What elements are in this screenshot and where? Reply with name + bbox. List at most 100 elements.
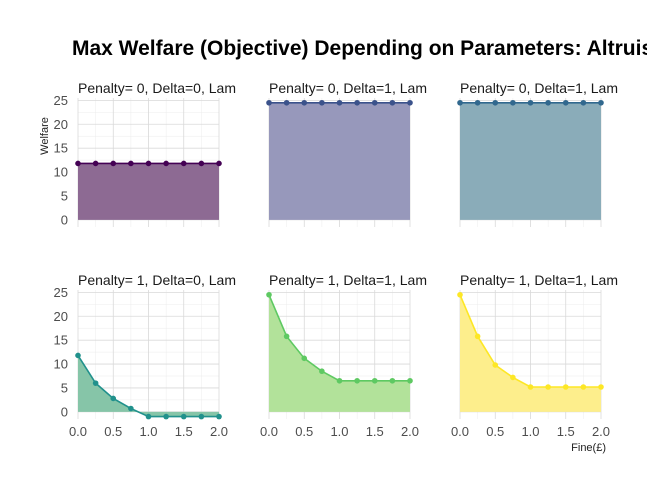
- facet-panel-5: Penalty= 1, Delta=1, Lam 0.0 0.5 1.0 1.5 2.0: [260, 272, 427, 439]
- x-tick-label: 1.0: [330, 424, 348, 439]
- x-tick-label: 0.0: [260, 424, 278, 439]
- facet-panel-6: Penalty= 1, Delta=1, Lam 0.0 0.5 1.0 1.5 2.0: [451, 272, 618, 439]
- data-point: [598, 99, 604, 106]
- data-point: [336, 377, 343, 384]
- data-point: [301, 99, 308, 106]
- data-point: [407, 377, 413, 384]
- data-point: [492, 99, 499, 106]
- facet-label-4: Penalty= 1, Delta=0, Lam: [78, 272, 236, 288]
- y-tick-label: 5: [61, 188, 68, 203]
- x-tick-label: 2.0: [592, 424, 610, 439]
- y-tick-label: 20: [54, 309, 68, 324]
- data-point: [145, 160, 152, 167]
- facet-panel-3: Penalty= 0, Delta=1, Lam: [457, 80, 618, 227]
- facet-label-3: Penalty= 0, Delta=1, Lam: [460, 80, 618, 96]
- y-axis-label: Welfare: [39, 117, 51, 155]
- x-tick-label: 0.0: [69, 424, 87, 439]
- data-point: [562, 384, 569, 390]
- data-point: [510, 99, 516, 106]
- series-area-3: [460, 102, 601, 220]
- data-point: [545, 384, 551, 390]
- x-tick-label: 1.0: [139, 424, 157, 439]
- facet-panel-1: Penalty= 0, Delta=0, Lam 0 5 10 15 20 25: [54, 80, 236, 227]
- panels: Penalty= 0, Delta=0, Lam0510152025Penalt…: [54, 80, 618, 439]
- data-point: [457, 291, 463, 298]
- facet-label-5: Penalty= 1, Delta=1, Lam: [269, 272, 427, 288]
- data-point: [283, 99, 290, 106]
- data-point: [198, 413, 205, 420]
- data-point: [336, 99, 343, 106]
- x-tick-label: 2.0: [401, 424, 419, 439]
- data-point: [180, 160, 187, 167]
- x-tick-label: 1.5: [557, 424, 575, 439]
- data-point: [266, 291, 272, 298]
- data-point: [180, 413, 187, 420]
- data-point: [198, 160, 205, 167]
- x-tick-label: 1.5: [366, 424, 384, 439]
- x-tick-label: 0.0: [451, 424, 469, 439]
- data-point: [319, 99, 325, 106]
- data-point: [266, 99, 272, 106]
- data-point: [301, 355, 308, 362]
- x-tick-label: 0.5: [486, 424, 504, 439]
- data-point: [354, 377, 360, 384]
- data-point: [92, 380, 99, 386]
- data-point: [110, 395, 117, 402]
- facet-label-1: Penalty= 0, Delta=0, Lam: [78, 80, 236, 96]
- data-point: [75, 160, 81, 167]
- data-point: [580, 99, 587, 106]
- data-point: [319, 368, 325, 375]
- series-area-4: [78, 355, 219, 417]
- facet-panel-2: Penalty= 0, Delta=1, Lam: [266, 80, 427, 227]
- y-tick-label: 15: [54, 141, 68, 156]
- y-tick-label: 0: [61, 404, 68, 419]
- y-tick-label: 25: [54, 285, 68, 300]
- x-tick-label: 2.0: [210, 424, 228, 439]
- data-point: [562, 99, 569, 106]
- data-point: [510, 374, 516, 381]
- data-point: [527, 384, 534, 390]
- data-point: [92, 160, 99, 167]
- data-point: [145, 413, 152, 420]
- y-tick-label: 10: [54, 165, 68, 180]
- data-point: [580, 384, 587, 390]
- data-point: [75, 352, 81, 359]
- series-area-2: [269, 102, 410, 220]
- data-point: [163, 160, 169, 167]
- data-point: [474, 333, 481, 340]
- data-point: [163, 413, 169, 420]
- data-point: [216, 413, 222, 420]
- y-tick-label: 0: [61, 212, 68, 227]
- data-point: [128, 160, 134, 167]
- data-point: [492, 362, 499, 368]
- data-point: [474, 99, 481, 106]
- data-point: [527, 99, 534, 106]
- data-point: [128, 405, 134, 412]
- data-point: [389, 99, 396, 106]
- facet-panel-4: Penalty= 1, Delta=0, Lam 0 5 10 15 20 25 0.0 0.5…: [54, 272, 236, 439]
- data-point: [371, 99, 378, 106]
- data-point: [354, 99, 360, 106]
- data-point: [283, 333, 290, 340]
- y-tick-label: 15: [54, 333, 68, 348]
- y-tick-label: 25: [54, 93, 68, 108]
- series-area-6: [460, 294, 601, 412]
- facet-label-6: Penalty= 1, Delta=1, Lam: [460, 272, 618, 288]
- y-tick-label: 20: [54, 117, 68, 132]
- data-point: [216, 160, 222, 167]
- x-axis-label: Fine(£): [571, 442, 606, 454]
- x-tick-label: 1.0: [521, 424, 539, 439]
- data-point: [407, 99, 413, 106]
- data-point: [110, 160, 117, 167]
- y-tick-label: 10: [54, 357, 68, 372]
- y-tick-label: 5: [61, 380, 68, 395]
- data-point: [457, 99, 463, 106]
- x-tick-label: 0.5: [104, 424, 122, 439]
- series-area-1: [78, 163, 219, 220]
- chart-title: Max Welfare (Objective) Depending on Par…: [72, 37, 647, 60]
- data-point: [389, 377, 396, 384]
- x-tick-label: 0.5: [295, 424, 313, 439]
- data-point: [598, 384, 604, 390]
- x-tick-label: 1.5: [175, 424, 193, 439]
